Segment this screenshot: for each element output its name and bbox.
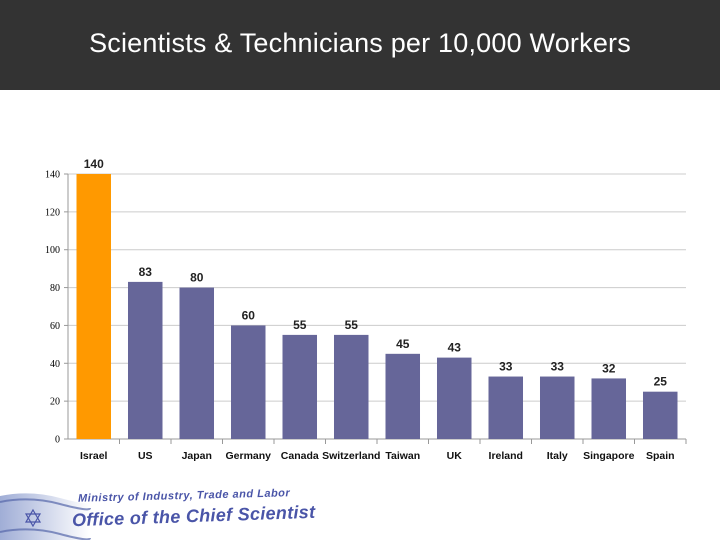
bar-israel: [76, 174, 112, 439]
x-tick-label: US: [138, 450, 153, 462]
x-tick-label: UK: [447, 450, 463, 462]
y-tick-label: 140: [45, 170, 60, 181]
data-label: 80: [190, 271, 204, 285]
x-tick-label: Singapore: [583, 450, 635, 462]
bar-japan: [179, 287, 215, 439]
data-label: 55: [345, 318, 359, 332]
y-tick-label: 120: [45, 207, 60, 218]
x-tick-label: Canada: [281, 450, 319, 462]
bar-canada: [282, 334, 318, 439]
star-of-david-icon: [24, 508, 42, 528]
bar-singapore: [591, 378, 627, 439]
x-tick-label: Italy: [547, 450, 568, 462]
bar-ireland: [488, 376, 524, 439]
data-label: 25: [654, 375, 668, 389]
data-label: 33: [551, 360, 565, 374]
x-tick-label: Germany: [225, 450, 271, 462]
title-bar: Scientists & Technicians per 10,000 Work…: [0, 0, 720, 90]
data-label: 45: [396, 337, 410, 351]
x-tick-label: Israel: [80, 450, 108, 462]
y-tick-label: 100: [45, 245, 60, 256]
office-logo: [0, 493, 91, 540]
bar-spain: [642, 391, 678, 439]
bar-germany: [230, 325, 266, 439]
data-label: 43: [448, 341, 462, 355]
y-tick-label: 0: [55, 435, 60, 446]
x-tick-label: Japan: [182, 450, 212, 462]
x-tick-label: Taiwan: [385, 450, 420, 462]
bar-italy: [539, 376, 575, 439]
x-tick-label: Switzerland: [322, 450, 380, 462]
x-tick-label: Spain: [646, 450, 675, 462]
bar-us: [127, 281, 163, 439]
page-title: Scientists & Technicians per 10,000 Work…: [89, 28, 631, 58]
y-tick-label: 40: [50, 359, 60, 370]
data-label: 140: [84, 157, 104, 171]
bar-taiwan: [385, 353, 421, 439]
data-label: 33: [499, 360, 513, 374]
data-label: 83: [139, 265, 153, 279]
bar-uk: [436, 357, 472, 439]
x-tick-label: Ireland: [489, 450, 523, 462]
y-tick-label: 80: [50, 283, 60, 294]
data-label: 32: [602, 361, 616, 375]
bar-switzerland: [333, 334, 369, 439]
data-label: 55: [293, 318, 307, 332]
y-tick-label: 20: [50, 397, 60, 408]
y-tick-label: 60: [50, 321, 60, 332]
data-label: 60: [242, 308, 256, 322]
